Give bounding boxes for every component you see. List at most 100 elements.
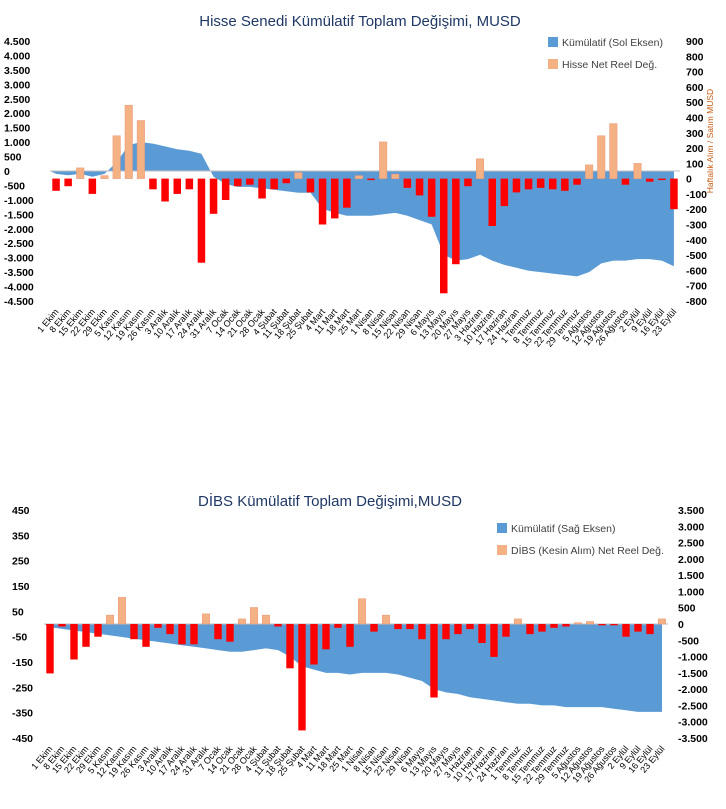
bar-7 — [136, 120, 145, 179]
bar-3 — [88, 178, 97, 194]
bar-15 — [234, 178, 242, 187]
legend-swatch-area — [548, 37, 558, 47]
bar-35 — [476, 158, 485, 179]
legend-label-area: Kümülatif (Sol Eksen) — [562, 37, 663, 49]
left-tick-9: -450 — [12, 733, 33, 745]
bar-40 — [526, 624, 534, 635]
right-axis-label: Haftalık Alım / Satım MUSD — [705, 89, 715, 193]
left-tick-2: 250 — [12, 556, 30, 568]
right-tick-1: 3.000 — [678, 521, 704, 533]
right-tick-9: -1.000 — [678, 652, 708, 664]
chart-title: DİBS Kümülatif Toplam Değişimi,MUSD — [198, 492, 462, 510]
right-tick-12: -300 — [686, 220, 707, 232]
bar-13 — [209, 178, 218, 214]
right-tick-5: 1.000 — [678, 586, 704, 598]
bar-19 — [282, 178, 290, 184]
bar-2 — [76, 167, 85, 179]
right-tick-11: -2.000 — [678, 684, 708, 696]
bar-21 — [298, 624, 306, 731]
bar-47 — [610, 624, 618, 626]
bar-41 — [538, 624, 546, 632]
bar-0 — [46, 624, 54, 674]
bar-16 — [246, 178, 254, 185]
bar-35 — [466, 624, 474, 630]
bar-4 — [100, 175, 109, 179]
bar-31 — [418, 624, 426, 640]
bar-42 — [550, 624, 558, 628]
bar-34 — [464, 178, 472, 187]
bond-chart: DİBS Kümülatif Toplam Değişimi,MUSD 450 35… — [0, 486, 726, 809]
bar-43 — [573, 178, 581, 185]
bar-50 — [646, 624, 654, 635]
bar-18 — [262, 614, 270, 625]
bar-22 — [310, 624, 318, 665]
right-tick-12: -2.500 — [678, 700, 708, 712]
left-tick-0: 4.500 — [4, 36, 30, 48]
left-tick-0: 450 — [12, 505, 30, 517]
bar-6 — [124, 104, 133, 179]
bar-22 — [318, 178, 327, 225]
bar-19 — [274, 624, 282, 627]
right-tick-8: -500 — [678, 635, 699, 647]
bar-48 — [633, 163, 642, 179]
bar-32 — [440, 178, 448, 294]
equity-chart-svg: Hisse Senedi Kümülatif Toplam Değişimi, … — [4, 13, 715, 349]
bar-37 — [490, 624, 498, 657]
bar-39 — [514, 618, 522, 625]
bar-1 — [58, 624, 66, 627]
bar-14 — [221, 178, 230, 200]
bar-28 — [382, 614, 390, 625]
bar-4 — [94, 624, 102, 637]
left-tick-11: -1.000 — [4, 195, 34, 207]
bar-7 — [130, 624, 138, 640]
left-tick-7: 1.000 — [4, 137, 30, 149]
bar-1 — [64, 178, 72, 187]
bar-13 — [202, 613, 210, 625]
bar-12 — [190, 624, 198, 645]
bar-21 — [306, 178, 315, 193]
right-tick-2: 2.500 — [678, 538, 704, 550]
bar-23 — [322, 624, 330, 650]
bar-36 — [478, 624, 486, 643]
bar-42 — [561, 178, 569, 191]
bar-45 — [597, 135, 606, 179]
bar-49 — [634, 624, 642, 632]
bar-46 — [609, 123, 618, 179]
bar-31 — [427, 178, 436, 217]
bar-3 — [82, 624, 90, 647]
right-tick-8: 100 — [686, 158, 704, 170]
left-tick-6: -150 — [12, 657, 33, 669]
left-tick-5: -50 — [12, 632, 27, 644]
right-tick-15: -600 — [686, 265, 707, 277]
right-tick-6: 500 — [678, 603, 696, 615]
right-tick-13: -400 — [686, 235, 707, 247]
equity-chart: Hisse Senedi Kümülatif Toplam Değişimi, … — [4, 13, 715, 349]
bar-24 — [334, 624, 342, 628]
bar-33 — [442, 624, 450, 640]
left-tick-15: -3.000 — [4, 253, 34, 265]
right-tick-3: 2.000 — [678, 554, 704, 566]
bar-20 — [286, 624, 294, 669]
left-tick-3: 150 — [12, 581, 30, 593]
left-tick-5: 2.000 — [4, 108, 30, 120]
right-tick-13: -3.000 — [678, 717, 708, 729]
legend-swatch-bar — [497, 545, 507, 555]
bar-17 — [250, 607, 258, 625]
bar-41 — [549, 178, 557, 190]
bar-15 — [226, 624, 234, 642]
left-tick-7: -250 — [12, 682, 33, 694]
right-tick-14: -500 — [686, 250, 707, 262]
bar-43 — [562, 624, 570, 627]
bar-30 — [406, 624, 414, 630]
bar-34 — [454, 624, 462, 635]
bar-26 — [358, 598, 366, 625]
bar-48 — [622, 624, 630, 637]
bar-33 — [452, 178, 460, 265]
left-tick-9: 0 — [4, 166, 10, 178]
bar-44 — [585, 164, 594, 179]
bar-47 — [621, 178, 630, 185]
cumulative-area — [44, 624, 662, 712]
bar-8 — [149, 178, 157, 190]
bar-0 — [52, 178, 60, 191]
left-tick-6: 1.500 — [4, 123, 30, 135]
